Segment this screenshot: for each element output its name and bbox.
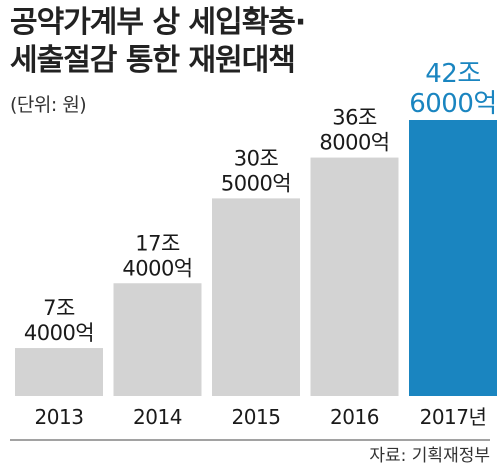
unit-label: (단위: 원) (10, 94, 87, 116)
x-tick-label-2013: 2013 (35, 405, 84, 429)
bar-2017년 (409, 120, 497, 396)
x-tick-label-2014: 2014 (133, 405, 182, 429)
bar-2014 (113, 283, 202, 396)
data-label-2017년-1: 42조 (425, 59, 481, 89)
data-label-2015-1: 30조 (234, 146, 279, 170)
data-label-2013-2: 4000억 (24, 321, 94, 345)
data-label-2014-2: 4000억 (122, 256, 192, 280)
chart-title-line-1: 공약가계부 상 세입확충· (10, 5, 306, 40)
chart-title-line-2: 세출절감 통한 재원대책 (10, 43, 296, 78)
data-label-2016-1: 36조 (332, 106, 377, 130)
source-label: 자료: 기획재정부 (369, 446, 490, 466)
data-label-2013-1: 7조 (43, 296, 75, 320)
data-label-2016-2: 8000억 (319, 131, 389, 155)
data-label-2017년-2: 6000억 (409, 89, 497, 119)
data-label-2015-2: 5000억 (221, 171, 291, 195)
data-label-2014-1: 17조 (135, 231, 180, 255)
bar-2013 (15, 348, 103, 396)
x-tick-label-2015: 2015 (232, 405, 281, 429)
bar-2015 (212, 198, 300, 396)
x-tick-label-2017년: 2017년 (420, 405, 487, 429)
bar-2016 (310, 157, 399, 396)
chart-title: 공약가계부 상 세입확충· 세출절감 통한 재원대책 (10, 4, 490, 80)
x-tick-label-2016: 2016 (330, 405, 379, 429)
